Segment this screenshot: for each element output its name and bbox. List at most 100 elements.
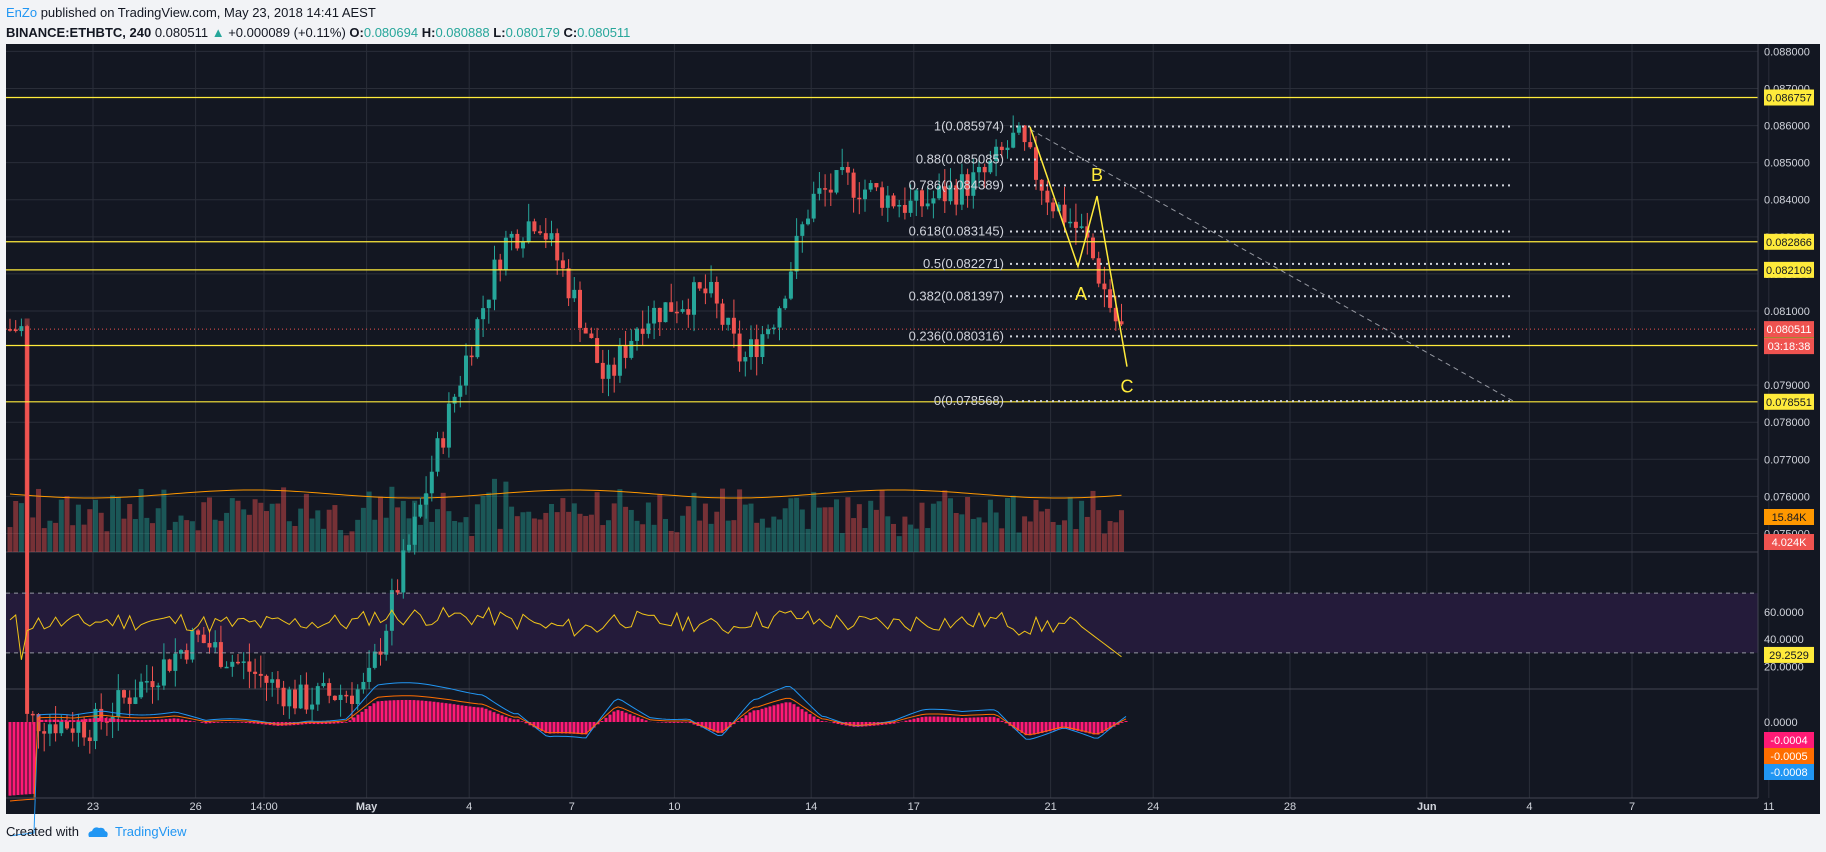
candle-body[interactable] xyxy=(184,650,189,660)
drawings[interactable]: A B C xyxy=(1029,126,1515,402)
candle-body[interactable] xyxy=(173,653,178,671)
candle-body[interactable] xyxy=(532,221,537,232)
candle-body[interactable] xyxy=(954,185,959,205)
candle-body[interactable] xyxy=(1056,204,1061,212)
candle-body[interactable] xyxy=(863,189,867,200)
candle-body[interactable] xyxy=(253,671,258,674)
candle-body[interactable] xyxy=(150,681,155,688)
candle-body[interactable] xyxy=(555,233,560,261)
candle-body[interactable] xyxy=(908,200,913,213)
candle-body[interactable] xyxy=(612,364,617,376)
candle-body[interactable] xyxy=(578,289,582,328)
trend-line[interactable] xyxy=(1029,128,1515,402)
candle-body[interactable] xyxy=(475,319,480,358)
candle-body[interactable] xyxy=(281,687,286,707)
candle-body[interactable] xyxy=(213,642,218,648)
candle-body[interactable] xyxy=(663,302,668,323)
candle-body[interactable] xyxy=(874,183,879,188)
candle-body[interactable] xyxy=(851,172,856,198)
candle-body[interactable] xyxy=(36,714,41,732)
candle-body[interactable] xyxy=(914,190,919,201)
candle-body[interactable] xyxy=(492,259,497,300)
candle-body[interactable] xyxy=(127,697,132,704)
candle-body[interactable] xyxy=(321,683,326,687)
candle-body[interactable] xyxy=(1091,237,1095,259)
candle-body[interactable] xyxy=(429,471,434,494)
candle-body[interactable] xyxy=(925,203,930,207)
candle-body[interactable] xyxy=(1022,125,1027,143)
candle-body[interactable] xyxy=(817,188,822,194)
candle-body[interactable] xyxy=(840,167,845,171)
candle-body[interactable] xyxy=(224,666,229,669)
candle-body[interactable] xyxy=(13,329,18,332)
candle-body[interactable] xyxy=(76,721,81,733)
candle-body[interactable] xyxy=(407,544,411,551)
candle-body[interactable] xyxy=(811,193,816,219)
candle-body[interactable] xyxy=(327,683,332,696)
candle-body[interactable] xyxy=(481,308,486,320)
candle-body[interactable] xyxy=(749,339,753,358)
candle-body[interactable] xyxy=(766,329,771,335)
candle-body[interactable] xyxy=(42,731,47,734)
candle-body[interactable] xyxy=(361,681,366,690)
candle-body[interactable] xyxy=(606,364,611,379)
candle-body[interactable] xyxy=(709,281,714,294)
candle-body[interactable] xyxy=(880,187,885,208)
candle-body[interactable] xyxy=(1073,221,1078,228)
candle-body[interactable] xyxy=(1119,321,1124,325)
candle-body[interactable] xyxy=(1045,190,1050,203)
candle-body[interactable] xyxy=(122,690,126,698)
candle-body[interactable] xyxy=(315,686,320,705)
tradingview-link[interactable]: TradingView xyxy=(87,824,187,839)
candle-body[interactable] xyxy=(657,307,662,323)
candle-body[interactable] xyxy=(897,205,902,207)
candle-body[interactable] xyxy=(697,282,702,289)
candle-body[interactable] xyxy=(521,242,525,249)
candle-body[interactable] xyxy=(498,259,503,270)
candle-body[interactable] xyxy=(806,218,810,225)
candle-body[interactable] xyxy=(1102,283,1107,290)
candle-body[interactable] xyxy=(703,288,708,294)
candle-body[interactable] xyxy=(948,185,953,202)
candle-body[interactable] xyxy=(65,721,69,729)
candle-body[interactable] xyxy=(464,355,468,386)
candle-body[interactable] xyxy=(686,309,691,315)
candle-body[interactable] xyxy=(304,684,309,710)
candle-body[interactable] xyxy=(139,681,144,698)
candle-body[interactable] xyxy=(931,198,936,204)
candle-body[interactable] xyxy=(116,690,121,717)
candle-body[interactable] xyxy=(378,651,383,655)
candle-body[interactable] xyxy=(8,329,12,331)
candle-body[interactable] xyxy=(264,675,269,683)
candle-body[interactable] xyxy=(350,695,354,705)
candle-body[interactable] xyxy=(47,724,52,734)
candle-body[interactable] xyxy=(275,679,280,688)
candle-body[interactable] xyxy=(247,661,252,672)
candle-body[interactable] xyxy=(737,333,742,362)
candle-body[interactable] xyxy=(543,233,548,240)
candle-body[interactable] xyxy=(201,634,206,644)
candle-body[interactable] xyxy=(549,233,554,240)
candle-body[interactable] xyxy=(937,186,942,199)
fibonacci-retracement[interactable]: 1(0.085974) 0.88(0.085085) 0.786(0.084389)… xyxy=(909,119,1514,409)
candle-body[interactable] xyxy=(743,357,748,362)
candle-body[interactable] xyxy=(589,333,594,339)
candle-body[interactable] xyxy=(885,195,890,208)
candle-body[interactable] xyxy=(167,659,172,671)
candle-body[interactable] xyxy=(424,493,429,505)
candle-body[interactable] xyxy=(458,385,463,397)
candles[interactable] xyxy=(8,115,1124,754)
candle-body[interactable] xyxy=(486,299,491,309)
candle-body[interactable] xyxy=(617,345,622,376)
candle-body[interactable] xyxy=(1051,202,1056,212)
candle-body[interactable] xyxy=(800,224,805,236)
candle-body[interactable] xyxy=(1079,226,1084,228)
candle-body[interactable] xyxy=(207,643,212,648)
candle-body[interactable] xyxy=(982,166,987,173)
candle-body[interactable] xyxy=(70,728,75,733)
candle-body[interactable] xyxy=(823,188,828,190)
candle-body[interactable] xyxy=(372,651,377,668)
candle-body[interactable] xyxy=(190,630,195,660)
candle-body[interactable] xyxy=(401,550,406,593)
